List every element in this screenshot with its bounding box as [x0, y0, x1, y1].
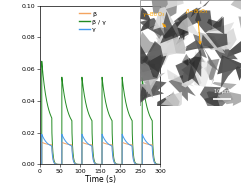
Text: 10 μm: 10 μm [214, 89, 230, 94]
Polygon shape [194, 51, 212, 87]
Polygon shape [178, 27, 189, 48]
Text: $\beta\!-\!\mathrm{Bi_2O_3}$: $\beta\!-\!\mathrm{Bi_2O_3}$ [185, 7, 209, 44]
Polygon shape [164, 0, 184, 10]
Polygon shape [207, 91, 228, 104]
Polygon shape [164, 34, 186, 54]
Polygon shape [138, 86, 147, 104]
Polygon shape [176, 29, 185, 45]
Polygon shape [204, 87, 233, 116]
Polygon shape [189, 50, 201, 77]
Polygon shape [198, 32, 225, 54]
Polygon shape [227, 41, 241, 57]
Polygon shape [188, 55, 205, 72]
Polygon shape [195, 10, 213, 33]
Polygon shape [165, 92, 182, 109]
Polygon shape [191, 0, 211, 18]
Polygon shape [140, 7, 151, 21]
Polygon shape [204, 63, 216, 81]
Polygon shape [207, 22, 234, 51]
Polygon shape [212, 45, 238, 59]
Polygon shape [140, 68, 165, 94]
Polygon shape [163, 12, 178, 44]
Polygon shape [177, 17, 200, 36]
Polygon shape [139, 18, 167, 40]
Polygon shape [156, 93, 176, 119]
Polygon shape [136, 59, 158, 82]
Polygon shape [156, 36, 176, 57]
Polygon shape [200, 0, 203, 4]
Polygon shape [181, 73, 200, 88]
Polygon shape [188, 64, 200, 86]
Polygon shape [152, 25, 175, 42]
Polygon shape [142, 41, 163, 73]
Polygon shape [167, 69, 194, 87]
Text: $\gamma\!-\!\mathrm{Bi_2O_3}$: $\gamma\!-\!\mathrm{Bi_2O_3}$ [142, 10, 166, 27]
Polygon shape [207, 17, 224, 34]
Polygon shape [181, 58, 202, 85]
Polygon shape [206, 33, 228, 48]
Polygon shape [148, 35, 171, 65]
Polygon shape [140, 81, 167, 104]
Polygon shape [151, 0, 177, 20]
Polygon shape [153, 7, 174, 30]
Polygon shape [177, 8, 201, 28]
Polygon shape [169, 75, 196, 101]
Polygon shape [234, 65, 241, 81]
Polygon shape [238, 16, 241, 35]
Polygon shape [183, 58, 193, 71]
Polygon shape [174, 76, 189, 92]
Polygon shape [140, 57, 159, 81]
Legend: β, β / γ, γ: β, β / γ, γ [77, 9, 109, 35]
Polygon shape [200, 36, 215, 46]
Polygon shape [213, 82, 237, 89]
Polygon shape [184, 35, 214, 49]
Polygon shape [200, 87, 221, 108]
Polygon shape [231, 0, 241, 16]
Polygon shape [135, 31, 165, 56]
Polygon shape [217, 55, 241, 74]
Polygon shape [126, 42, 148, 66]
Polygon shape [177, 40, 203, 53]
Polygon shape [183, 65, 197, 77]
Polygon shape [221, 57, 238, 88]
Polygon shape [212, 28, 237, 50]
Polygon shape [126, 83, 158, 98]
Polygon shape [201, 43, 219, 71]
Polygon shape [209, 16, 222, 32]
Polygon shape [175, 57, 201, 83]
Polygon shape [193, 34, 207, 58]
Polygon shape [182, 54, 195, 67]
X-axis label: Time (s): Time (s) [85, 175, 115, 184]
Polygon shape [131, 18, 156, 36]
Polygon shape [156, 32, 179, 53]
Polygon shape [206, 59, 220, 85]
Polygon shape [161, 91, 180, 106]
Polygon shape [140, 80, 153, 98]
Polygon shape [218, 92, 241, 106]
Polygon shape [160, 20, 188, 43]
Polygon shape [129, 55, 155, 76]
Polygon shape [174, 11, 189, 39]
Polygon shape [147, 51, 169, 78]
Polygon shape [205, 40, 232, 50]
